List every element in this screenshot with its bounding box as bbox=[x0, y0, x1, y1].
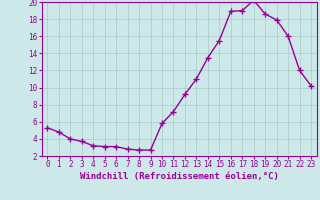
X-axis label: Windchill (Refroidissement éolien,°C): Windchill (Refroidissement éolien,°C) bbox=[80, 172, 279, 181]
